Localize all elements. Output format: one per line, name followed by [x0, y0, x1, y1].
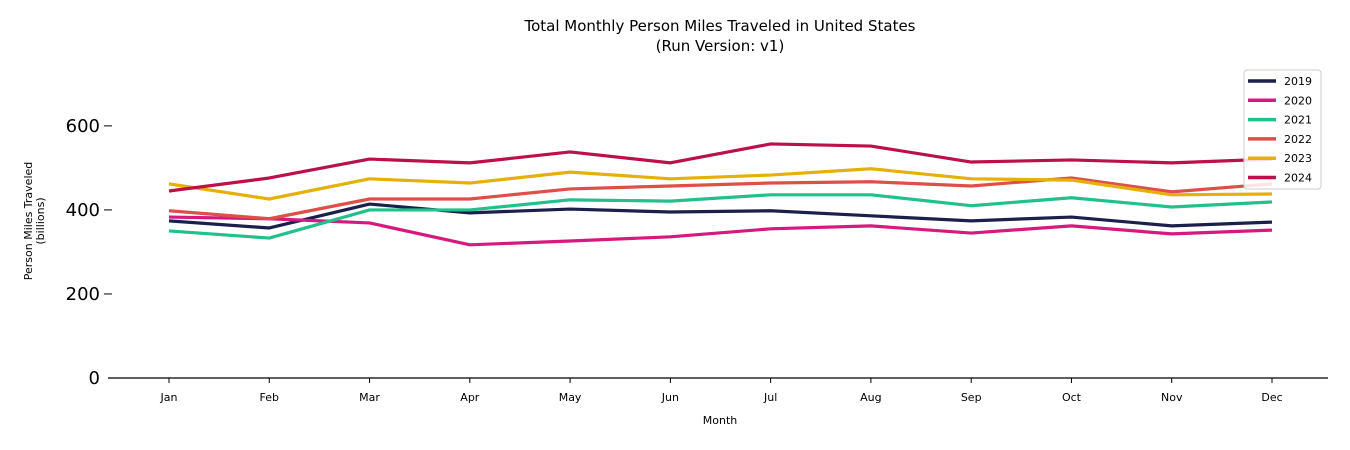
x-tick-label: Jul: [763, 391, 777, 404]
x-tick-label: Dec: [1261, 391, 1282, 404]
x-tick-label: Jan: [160, 391, 178, 404]
y-axis-label-line: (billions): [34, 197, 47, 244]
x-axis-label: Month: [703, 414, 738, 427]
legend-label: 2022: [1284, 133, 1312, 146]
x-tick-label: Apr: [460, 391, 480, 404]
chart-subtitle: (Run Version: v1): [656, 37, 785, 55]
series-line-2021: [168, 193, 1273, 240]
legend-label: 2019: [1284, 75, 1312, 88]
x-tick-label: Jun: [661, 391, 679, 404]
legend: 2019 2020 2021 2022 2023 2024: [1243, 69, 1322, 190]
legend-label: 2023: [1284, 152, 1312, 165]
y-axis-label-line: Person Miles Traveled: [22, 162, 35, 281]
legend-label: 2020: [1284, 94, 1312, 107]
series-line-2022: [168, 176, 1273, 221]
series-line-2020: [168, 215, 1273, 247]
x-tick-label: Feb: [260, 391, 279, 404]
x-tick-label: Aug: [860, 391, 881, 404]
series-line-2019: [168, 202, 1273, 230]
legend-label: 2021: [1284, 114, 1312, 127]
x-tick-label: Sep: [961, 391, 982, 404]
x-tick-label: Nov: [1161, 391, 1183, 404]
legend-label: 2024: [1284, 172, 1312, 185]
series-line-2023: [168, 167, 1273, 201]
x-tick-label: Oct: [1062, 391, 1082, 404]
y-tick-label: 200: [66, 284, 100, 305]
x-tick-label: May: [559, 391, 582, 404]
y-axis-label: Person Miles Traveled (billions): [22, 162, 47, 281]
x-tick-label: Mar: [359, 391, 380, 404]
y-tick-label: 400: [66, 200, 100, 221]
series-line-2024: [168, 142, 1273, 193]
y-tick-label: 600: [66, 116, 100, 137]
y-tick-label: 0: [89, 368, 100, 389]
chart-title: Total Monthly Person Miles Traveled in U…: [523, 17, 915, 35]
